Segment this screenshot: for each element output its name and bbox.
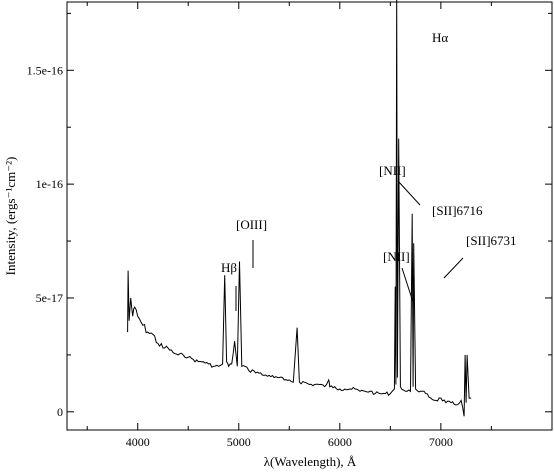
annotation-pointer	[401, 267, 414, 303]
line-annotations: Hα [NII] [SII]6716 [SII]6731 [NII] [OIII] Hβ	[221, 30, 517, 311]
y-tick-label: 5e-17	[36, 291, 63, 305]
annotation-label: [SII]6716	[432, 203, 483, 218]
annotation-label: [OIII]	[236, 217, 267, 232]
x-tick-label: 7000	[429, 435, 453, 449]
y-tick-label: 1e-16	[36, 177, 63, 191]
y-axis-title: Intensity, (ergs⁻¹cm⁻²)	[3, 157, 18, 276]
annotation-label: Hα	[432, 30, 448, 45]
x-tick-label: 4000	[126, 435, 150, 449]
spectrum-line	[127, 0, 472, 417]
annotation-pointer	[443, 257, 464, 279]
y-tick-label: 1.5e-16	[27, 63, 63, 77]
annotation-pointer	[397, 180, 421, 206]
annotation-label: [NII]	[379, 163, 406, 178]
annotation-label: Hβ	[221, 260, 237, 275]
plot-frame	[66, 1, 553, 431]
spectrum-series	[127, 0, 472, 417]
y-tick-label: 0	[57, 405, 63, 419]
x-tick-label: 5000	[227, 435, 251, 449]
axis-tick-labels: 4000 5000 6000 7000 0 5e-17 1e-16 1.5e-16	[27, 63, 453, 449]
annotation-label: [NII]	[383, 249, 410, 264]
x-tick-label: 6000	[328, 435, 352, 449]
x-axis-title: λ(Wavelength), Å	[264, 454, 357, 469]
axis-ticks	[67, 2, 552, 430]
annotation-label: [SII]6731	[466, 233, 517, 248]
